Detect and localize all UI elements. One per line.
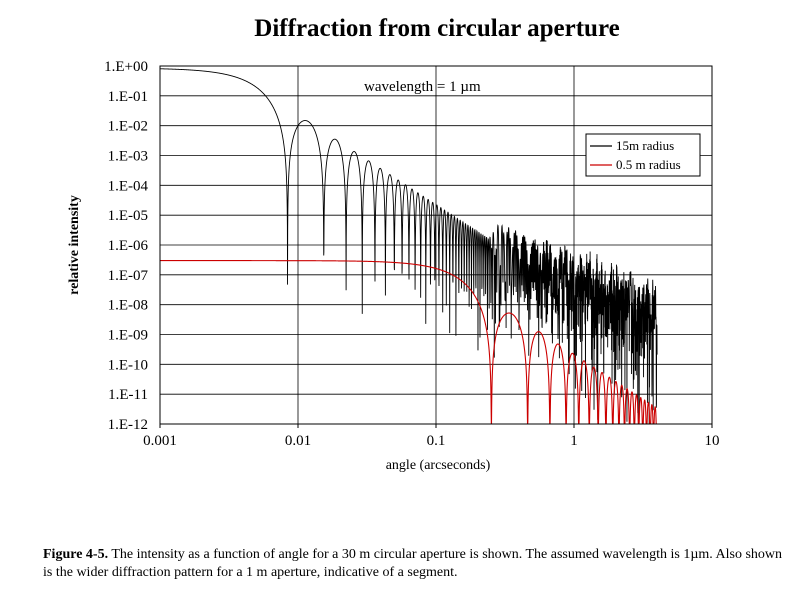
y-tick-label: 1.E-09 [108, 328, 148, 344]
x-tick-label: 1 [570, 433, 578, 449]
y-tick-label: 1.E-07 [108, 268, 149, 284]
figure-caption: Figure 4-5. The intensity as a function … [43, 546, 783, 582]
legend-label-05m: 0.5 m radius [616, 157, 681, 172]
diffraction-chart: Diffraction from circular aperture 1.E+0… [67, 15, 720, 473]
series-line-15m-radius [159, 68, 658, 425]
y-tick-label: 1.E-12 [108, 417, 148, 433]
tick-labels: 1.E+00 1.E-01 1.E-02 1.E-03 1.E-04 1.E-05 1.E-… [104, 59, 719, 449]
y-tick-label: 1.E-02 [108, 119, 148, 135]
series-line-0-5m-radius [160, 260, 658, 425]
y-tick-label: 1.E-04 [108, 178, 149, 194]
plot-area [159, 68, 658, 425]
chart-title: Diffraction from circular aperture [254, 15, 619, 42]
plot-frame [159, 65, 713, 425]
legend: 15m radius 0.5 m radius [585, 133, 701, 177]
wavelength-annotation: wavelength = 1 µm [364, 79, 481, 95]
x-tick-label: 0.001 [143, 433, 177, 449]
y-tick-label: 1.E-03 [108, 149, 148, 165]
legend-label-15m: 15m radius [616, 138, 674, 153]
y-tick-label: 1.E-05 [108, 208, 148, 224]
legend-box [585, 133, 701, 177]
grid-lines [159, 66, 713, 428]
caption-text: The intensity as a function of angle for… [43, 547, 783, 580]
y-tick-label: 1.E-06 [108, 238, 149, 254]
caption-label: Figure 4-5. [43, 547, 109, 562]
y-axis-label: relative intensity [67, 195, 82, 295]
y-tick-label: 1.E-11 [108, 387, 148, 403]
x-tick-label: 0.1 [427, 433, 446, 449]
x-tick-label: 10 [705, 433, 720, 449]
y-tick-label: 1.E+00 [104, 59, 148, 75]
y-tick-label: 1.E-01 [108, 89, 148, 105]
x-axis-label: angle (arcseconds) [386, 458, 491, 473]
y-tick-label: 1.E-10 [108, 357, 148, 373]
y-tick-label: 1.E-08 [108, 298, 148, 314]
x-tick-label: 0.01 [285, 433, 311, 449]
